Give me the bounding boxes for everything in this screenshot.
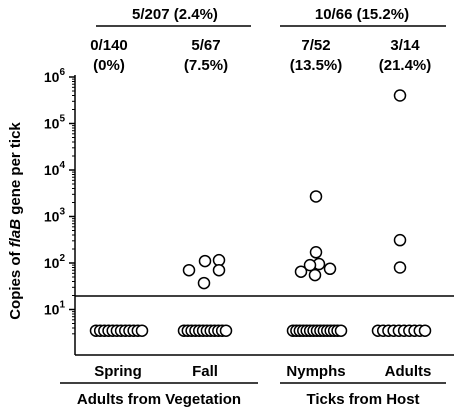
x-tick-label: Fall: [192, 363, 218, 380]
data-point: [308, 268, 322, 282]
data-point: [309, 190, 323, 203]
group-total-label: 5/207 (2.4%): [132, 6, 218, 23]
category-percent-label: (21.4%): [379, 57, 432, 74]
y-ticks: 101 102 103 104 105 106: [44, 67, 75, 335]
data-point: [182, 263, 196, 277]
y-tick-label: 103: [44, 207, 66, 225]
x-tick-label: Adults: [385, 363, 432, 380]
data-point: [323, 262, 337, 276]
data-point: [393, 233, 407, 247]
y-tick-label: 105: [44, 114, 66, 132]
group-total-label: 10/66 (15.2%): [315, 6, 409, 23]
data-point: [294, 265, 308, 278]
y-tick-label: 102: [44, 253, 66, 271]
data-point: [219, 324, 233, 337]
x-tick-label: Nymphs: [286, 363, 345, 380]
category-count-label: 3/14: [390, 37, 420, 54]
data-point: [198, 254, 212, 268]
group-label: Adults from Vegetation: [77, 391, 241, 408]
data-point: [135, 324, 149, 337]
data-point: [393, 89, 407, 102]
data-point: [418, 324, 432, 337]
x-tick-label: Spring: [94, 363, 142, 380]
category-percent-label: (0%): [93, 57, 125, 74]
data-point: [309, 246, 323, 259]
category-percent-label: (13.5%): [290, 57, 343, 74]
category-count-label: 7/52: [301, 37, 330, 54]
data-point: [197, 276, 211, 290]
group-label: Ticks from Host: [306, 391, 419, 408]
category-count-label: 5/67: [191, 37, 220, 54]
category-count-label: 0/140: [90, 37, 128, 54]
data-point: [334, 324, 348, 337]
category-percent-label: (7.5%): [184, 57, 228, 74]
y-tick-label: 101: [44, 300, 66, 318]
data-point: [212, 263, 226, 277]
y-axis-label: Copies of flaB gene per tick: [7, 122, 24, 320]
data-point: [303, 258, 317, 272]
data-points: [89, 89, 432, 337]
y-tick-label: 104: [44, 160, 66, 178]
data-point: [393, 261, 407, 274]
y-tick-label: 106: [44, 67, 66, 85]
